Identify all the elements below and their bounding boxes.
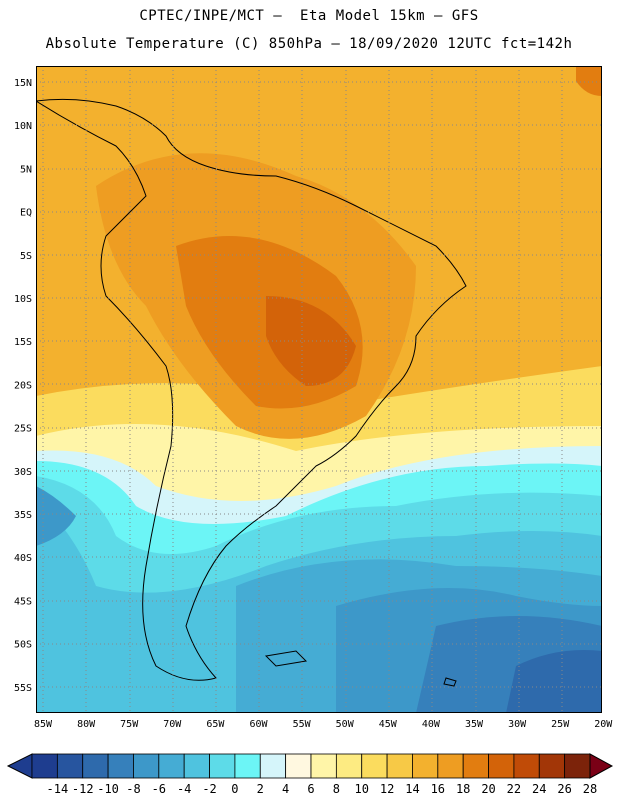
colorbar-swatch [133,753,160,779]
map-title-line2: Absolute Temperature (C) 850hPa – 18/09/… [45,36,573,52]
lon-label: 20W [594,719,613,730]
colorbar-tick-label: 2 [257,782,264,796]
colorbar-swatch [412,753,439,779]
lon-label: 50W [336,719,355,730]
colorbar-tick-label: -6 [152,782,166,796]
colorbar-swatch [361,753,388,779]
lat-label: 30S [14,467,32,478]
lon-label: 75W [120,719,139,730]
colorbar-swatch [107,753,134,779]
colorbar-tick-label: 8 [333,782,340,796]
lon-label: 70W [163,719,182,730]
colorbar-swatch [31,753,58,779]
lon-label: 85W [34,719,53,730]
map-title-line1: CPTEC/INPE/MCT – Eta Model 15km – GFS [139,8,479,24]
colorbar-swatch [462,753,489,779]
colorbar-swatch [564,753,591,779]
colorbar-tick-label: 24 [532,782,546,796]
lon-label: 55W [293,719,312,730]
colorbar-swatch [335,753,363,779]
lat-label: 5N [20,164,32,175]
lat-label: 10S [14,294,32,305]
temperature-map [34,66,602,713]
colorbar-low-arrow [6,753,33,779]
colorbar-tick-label: 12 [380,782,394,796]
colorbar-swatch [538,753,566,779]
colorbar-tick-label: 10 [355,782,369,796]
map-canvas [34,66,602,713]
colorbar-high-arrow [589,753,614,779]
lat-label: 50S [14,640,32,651]
colorbar-swatch [56,753,84,779]
lat-label: EQ [20,208,32,219]
colorbar-swatch [513,753,540,779]
colorbar-swatch [386,753,413,779]
lat-label: 5S [20,251,32,262]
temperature-field [36,66,602,713]
lon-label: 30W [508,719,527,730]
latitude-axis: 15N 10N 5N EQ 5S 10S 15S 20S 25S 30S 35S 40S 45S 50S 5… [14,78,32,694]
lat-label: 35S [14,510,32,521]
colorbar-tick-label: 28 [583,782,597,796]
colorbar-tick-label: 0 [231,782,238,796]
lat-label: 25S [14,424,32,435]
lat-label: 10N [14,121,32,132]
colorbar-swatch [310,753,337,779]
lon-label: 45W [379,719,398,730]
coastlines [34,98,467,687]
colorbar-swatch [234,753,261,779]
colorbar-swatch [209,753,236,779]
lat-label: 45S [14,596,32,607]
lon-label: 60W [249,719,268,730]
colorbar-tick-label: 26 [557,782,571,796]
colorbar-swatch [259,753,287,779]
colorbar-tick-label: 6 [307,782,314,796]
colorbar-tick-label: -10 [97,782,119,796]
lat-label: 20S [14,380,32,391]
colorbar-tick-label: -14 [47,782,69,796]
lat-label: 40S [14,553,32,564]
colorbar: -14 -12 -10 -8 -6 -4 -2 0 2 4 6 8 10 12 14 16 18 20 22 24 26… [6,753,614,796]
lon-label: 65W [206,719,225,730]
colorbar-tick-label: 4 [282,782,289,796]
colorbar-tick-label: -12 [72,782,94,796]
colorbar-tick-label: 20 [481,782,495,796]
colorbar-tick-label: 16 [431,782,445,796]
colorbar-tick-label: 18 [456,782,470,796]
map-frame [36,66,602,713]
colorbar-swatch [285,753,312,779]
colorbar-tick-label: -4 [177,782,191,796]
colorbar-swatch [183,753,210,779]
lon-label: 80W [77,719,96,730]
lon-label: 35W [465,719,484,730]
longitude-axis: 85W 80W 75W 70W 65W 60W 55W 50W 45W 40W 35W 30W 25W 2… [34,719,613,730]
lat-label: 55S [14,683,32,694]
lon-label: 40W [422,719,441,730]
colorbar-tick-label: -2 [202,782,216,796]
lat-label: 15N [14,78,32,89]
colorbar-tick-label: -8 [126,782,140,796]
lat-label: 15S [14,337,32,348]
colorbar-tick-label: 22 [507,782,521,796]
colorbar-swatch [437,753,464,779]
lon-label: 25W [551,719,570,730]
colorbar-swatch [158,753,185,779]
colorbar-swatch [488,753,515,779]
colorbar-swatch [82,753,109,779]
colorbar-tick-label: 14 [405,782,419,796]
